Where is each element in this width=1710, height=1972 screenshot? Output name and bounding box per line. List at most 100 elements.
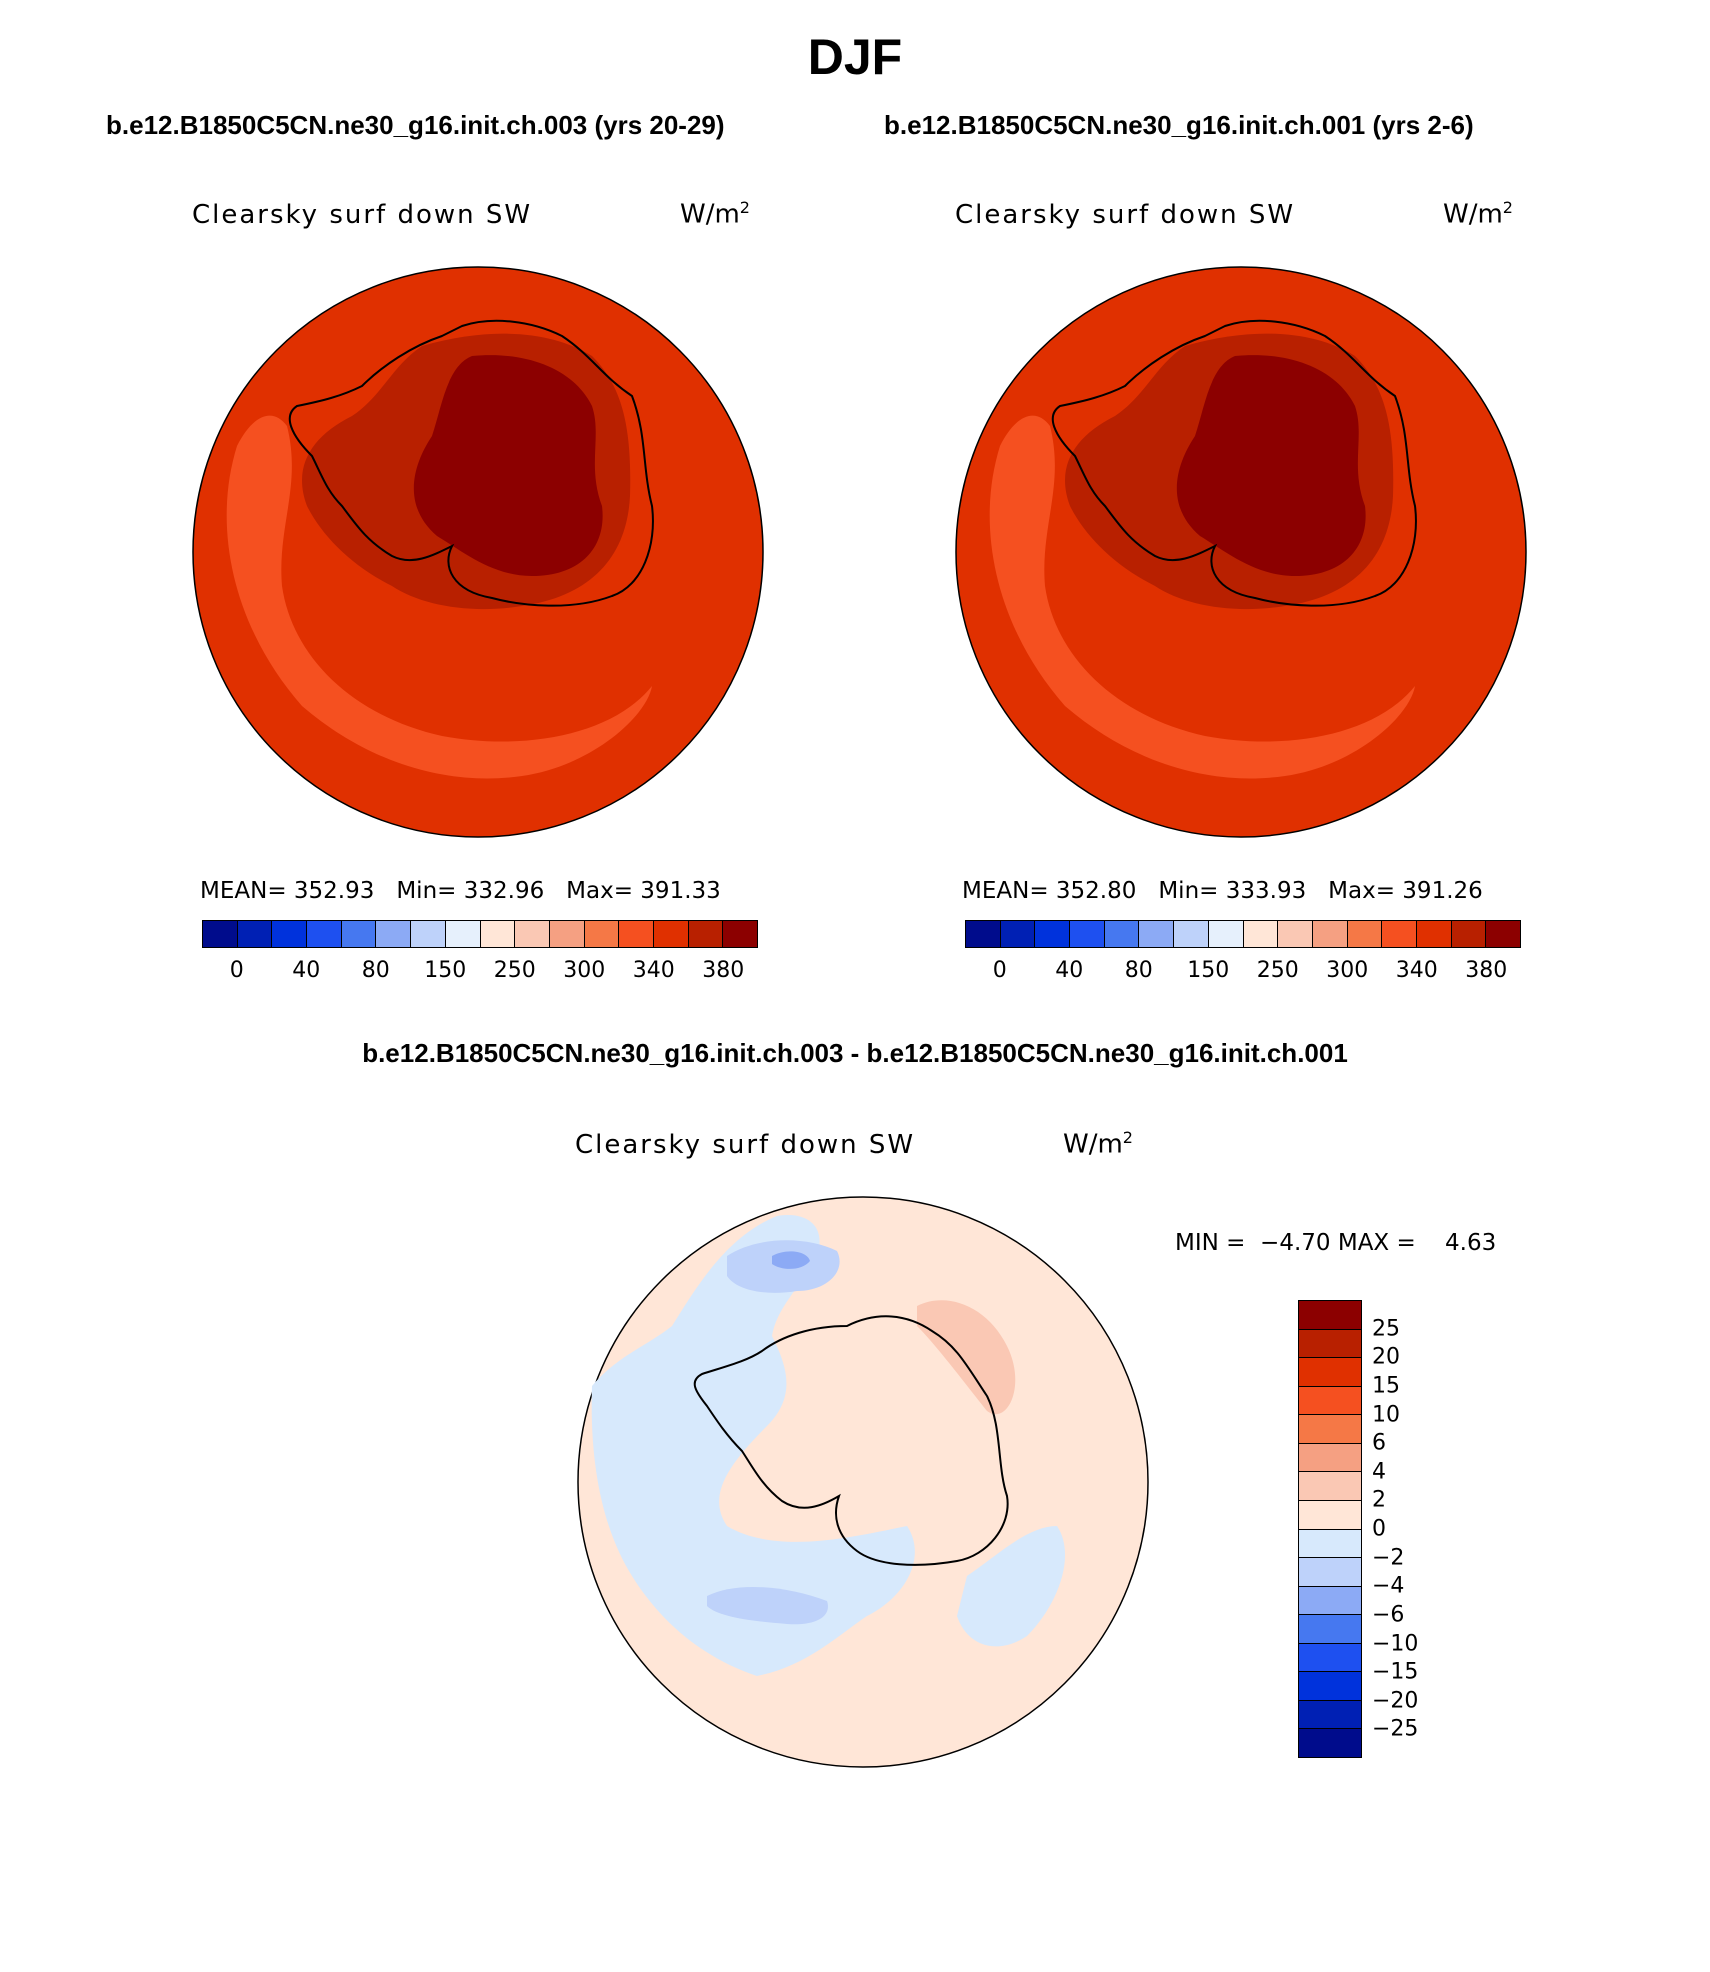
- plateau-core: [413, 355, 603, 576]
- colorbar-swatch: [1451, 921, 1487, 947]
- right-unit-label: W/m2: [1443, 198, 1513, 230]
- colorbar-swatch: [1299, 1386, 1361, 1416]
- colorbar-tick-label: 40: [1055, 958, 1084, 983]
- colorbar-swatch: [376, 921, 412, 947]
- colorbar-tick-label: 340: [632, 958, 675, 983]
- colorbar-swatch: [1299, 1301, 1361, 1330]
- diff-variable-label: Clearsky surf down SW: [575, 1130, 916, 1160]
- colorbar-tick-label: −20: [1372, 1688, 1419, 1714]
- right-variable-label: Clearsky surf down SW: [955, 200, 1296, 230]
- colorbar-swatch: [619, 921, 654, 947]
- colorbar-tick-label: 6: [1372, 1430, 1386, 1456]
- colorbar-swatch: [237, 921, 273, 947]
- colorbar-swatch: [272, 921, 308, 947]
- colorbar-swatch: [1299, 1500, 1361, 1530]
- colorbar-swatch: [1000, 921, 1036, 947]
- colorbar-swatch: [1104, 921, 1140, 947]
- antarctic-coastline: [1051, 319, 1417, 607]
- colorbar-swatch: [1299, 1415, 1361, 1444]
- colorbar-tick-label: 80: [361, 958, 390, 983]
- negative-core-north: [772, 1251, 810, 1269]
- colorbar-tick-label: −10: [1372, 1631, 1419, 1656]
- colorbar-swatch: [515, 921, 550, 947]
- colorbar-swatch: [1299, 1443, 1361, 1473]
- right-polar-map: [955, 266, 1527, 838]
- colorbar-swatch: [341, 921, 377, 947]
- left-case-title: b.e12.B1850C5CN.ne30_g16.init.ch.003 (yr…: [106, 110, 725, 140]
- colorbar-swatch: [1174, 921, 1209, 947]
- colorbar-tick-label: 250: [493, 958, 536, 983]
- colorbar-swatch: [1382, 921, 1417, 947]
- colorbar-tick-label: 25: [1372, 1316, 1400, 1342]
- antarctic-coastline: [288, 319, 654, 607]
- colorbar-swatch: [1299, 1329, 1361, 1359]
- stronger-negative-south: [707, 1586, 828, 1625]
- high-flux-ocean-band: [226, 415, 652, 779]
- colorbar-tick-label: 80: [1124, 958, 1153, 983]
- colorbar-swatch: [1139, 921, 1175, 947]
- colorbar-tick-label: −25: [1372, 1716, 1419, 1742]
- right-colorbar: [965, 920, 1521, 948]
- colorbar-swatch: [1035, 921, 1071, 947]
- colorbar-swatch: [688, 921, 724, 947]
- diff-unit-label: W/m2: [1063, 1128, 1133, 1160]
- colorbar-swatch: [1299, 1700, 1361, 1730]
- colorbar-tick-label: 300: [563, 958, 606, 983]
- right-stats: MEAN= 352.80 Min= 333.93 Max= 391.26: [962, 878, 1483, 904]
- colorbar-tick-label: 340: [1395, 958, 1438, 983]
- difference-title: b.e12.B1850C5CN.ne30_g16.init.ch.003 - b…: [362, 1038, 1348, 1068]
- colorbar-swatch: [1416, 921, 1452, 947]
- right-colorbar-ticks: 0 40 80 150 250 300 340 380: [965, 958, 1521, 986]
- diff-stats: MIN = −4.70 MAX = 4.63: [1175, 1230, 1497, 1256]
- colorbar-swatch: [1486, 921, 1520, 947]
- colorbar-swatch: [1299, 1558, 1361, 1587]
- right-case-title: b.e12.B1850C5CN.ne30_g16.init.ch.001 (yr…: [884, 110, 1474, 140]
- diff-colorbar: [1298, 1300, 1362, 1758]
- colorbar-swatch: [1299, 1643, 1361, 1673]
- negative-region-west: [591, 1215, 915, 1676]
- negative-region-east: [957, 1526, 1066, 1647]
- colorbar-swatch: [203, 921, 238, 947]
- difference-polar-map: [577, 1196, 1149, 1768]
- colorbar-tick-label: 2: [1372, 1487, 1386, 1513]
- colorbar-swatch: [1299, 1672, 1361, 1701]
- colorbar-tick-label: 20: [1372, 1344, 1400, 1370]
- page-title: DJF: [807, 29, 903, 85]
- positive-region-east: [917, 1300, 1016, 1415]
- colorbar-swatch: [1299, 1472, 1361, 1501]
- colorbar-swatch: [1299, 1358, 1361, 1387]
- colorbar-swatch: [1299, 1529, 1361, 1559]
- colorbar-swatch: [307, 921, 342, 947]
- colorbar-swatch: [1243, 921, 1279, 947]
- colorbar-tick-label: 380: [702, 958, 745, 983]
- colorbar-tick-label: 380: [1465, 958, 1508, 983]
- colorbar-swatch: [411, 921, 446, 947]
- colorbar-swatch: [1278, 921, 1313, 947]
- colorbar-tick-label: 300: [1326, 958, 1369, 983]
- colorbar-swatch: [445, 921, 481, 947]
- colorbar-tick-label: −15: [1372, 1659, 1419, 1685]
- left-unit-label: W/m2: [680, 198, 750, 230]
- left-variable-label: Clearsky surf down SW: [192, 200, 533, 230]
- colorbar-tick-label: 0: [992, 958, 1007, 983]
- colorbar-tick-label: 150: [1187, 958, 1230, 983]
- colorbar-tick-label: 250: [1256, 958, 1299, 983]
- colorbar-swatch: [1312, 921, 1348, 947]
- left-stats: MEAN= 352.93 Min= 332.96 Max= 391.33: [200, 878, 721, 904]
- colorbar-tick-label: −6: [1372, 1602, 1405, 1628]
- colorbar-tick-label: 4: [1372, 1459, 1386, 1485]
- left-colorbar-ticks: 0 40 80 150 250 300 340 380: [202, 958, 758, 986]
- antarctic-coastline: [693, 1315, 1009, 1566]
- colorbar-tick-label: 15: [1372, 1373, 1400, 1399]
- colorbar-swatch: [1299, 1615, 1361, 1644]
- colorbar-swatch: [1347, 921, 1383, 947]
- colorbar-swatch: [1299, 1729, 1361, 1757]
- colorbar-swatch: [653, 921, 689, 947]
- colorbar-tick-label: 40: [292, 958, 321, 983]
- colorbar-swatch: [1299, 1586, 1361, 1616]
- colorbar-swatch: [966, 921, 1001, 947]
- diff-colorbar-ticks: 25 20 15 10 6 4 2 0 −2 −4 −6 −10 −15 −20 −25: [1372, 1300, 1452, 1758]
- colorbar-swatch: [584, 921, 620, 947]
- colorbar-swatch: [549, 921, 585, 947]
- colorbar-tick-label: −4: [1372, 1573, 1405, 1599]
